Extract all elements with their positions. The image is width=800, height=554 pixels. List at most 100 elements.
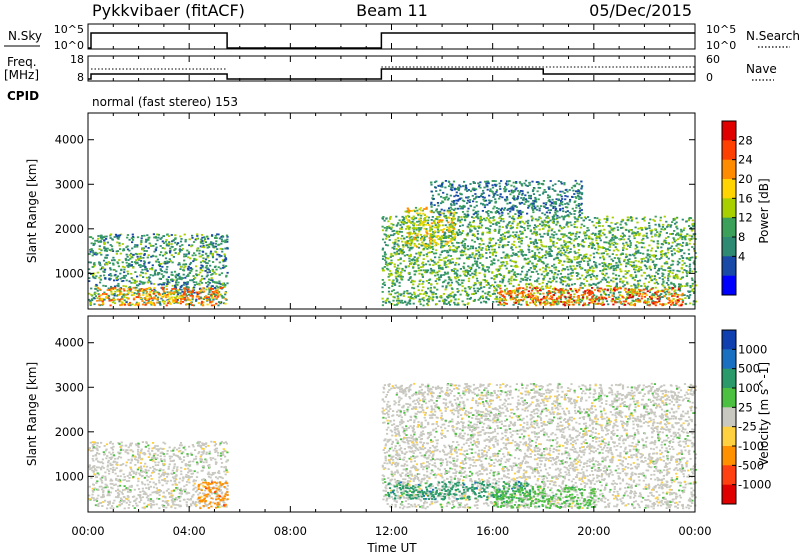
data-cell (660, 246, 663, 249)
data-cell (638, 300, 641, 303)
data-cell (146, 301, 149, 304)
data-cell (486, 231, 489, 234)
data-cell (676, 227, 679, 230)
data-cell (600, 252, 603, 255)
data-cell (178, 263, 181, 266)
data-cell (624, 273, 627, 275)
data-cell (544, 245, 547, 248)
data-cell (560, 244, 563, 247)
data-cell (149, 274, 152, 276)
data-cell (560, 269, 564, 272)
data-cell (418, 298, 421, 301)
data-cell (443, 298, 446, 301)
data-cell (421, 235, 424, 238)
data-cell (561, 276, 564, 278)
data-cell (587, 237, 591, 240)
data-cell (576, 258, 579, 260)
data-cell (184, 294, 187, 297)
data-cell (556, 253, 559, 256)
data-cell (383, 219, 386, 222)
data-cell (163, 294, 166, 296)
data-cell (145, 250, 148, 252)
data-cell (447, 254, 450, 257)
data-cell (413, 270, 416, 273)
data-cell (109, 237, 112, 239)
data-cell (457, 229, 460, 231)
data-cell (574, 288, 577, 290)
data-cell (447, 302, 450, 304)
data-cell (602, 276, 605, 279)
data-cell (664, 269, 667, 272)
data-cell (590, 278, 593, 281)
data-cell (627, 288, 630, 290)
data-cell (162, 242, 166, 244)
data-cell (395, 303, 398, 306)
data-cell (415, 227, 418, 230)
data-cell (479, 257, 482, 260)
data-cell (605, 248, 608, 250)
data-cell (556, 221, 559, 224)
data-cell (613, 257, 616, 259)
data-cell (619, 223, 622, 226)
data-cell (466, 233, 469, 236)
data-cell (523, 222, 526, 225)
data-cell (435, 296, 439, 299)
data-cell (585, 253, 588, 256)
data-cell (108, 262, 111, 264)
data-cell (423, 247, 426, 250)
data-cell (667, 224, 671, 227)
data-cell (177, 281, 180, 284)
data-cell (448, 217, 451, 219)
data-cell (90, 236, 93, 238)
data-cell (514, 234, 517, 236)
data-cell (408, 260, 411, 263)
data-cell (218, 237, 221, 240)
data-cell (488, 270, 491, 273)
data-cell (623, 284, 626, 286)
data-cell (99, 236, 102, 239)
data-cell (648, 253, 651, 256)
data-cell (163, 302, 166, 305)
data-cell (135, 280, 139, 283)
data-cell (171, 288, 174, 290)
data-cell (413, 244, 416, 247)
data-cell (665, 260, 668, 263)
data-cell (551, 271, 554, 274)
data-cell (667, 277, 670, 280)
data-cell (385, 244, 388, 246)
data-cell (542, 261, 545, 264)
data-cell (440, 295, 443, 297)
data-cell (409, 295, 413, 298)
data-cell (551, 296, 554, 298)
data-cell (594, 263, 597, 266)
data-cell (209, 294, 213, 297)
data-cell (102, 284, 105, 287)
data-cell (599, 246, 602, 249)
data-cell (219, 247, 222, 250)
data-cell (153, 288, 156, 291)
data-cell (182, 293, 185, 296)
data-cell (598, 233, 601, 235)
data-cell (407, 265, 410, 267)
data-cell (383, 233, 386, 236)
data-cell (191, 279, 194, 281)
data-cell (224, 297, 227, 300)
data-cell (145, 268, 148, 270)
data-cell (430, 228, 434, 231)
data-cell (396, 297, 399, 300)
data-cell (208, 271, 211, 273)
data-cell (516, 265, 519, 268)
data-cell (474, 260, 477, 263)
data-cell (200, 238, 203, 241)
data-cell (516, 227, 519, 229)
data-cell (547, 229, 550, 232)
data-cell (215, 240, 218, 243)
data-cell (489, 225, 492, 227)
data-cell (125, 279, 128, 282)
data-cell (189, 269, 192, 272)
data-cell (579, 284, 582, 287)
data-cell (211, 300, 214, 303)
data-cell (529, 230, 532, 233)
data-cell (191, 296, 194, 299)
data-cell (221, 284, 224, 286)
